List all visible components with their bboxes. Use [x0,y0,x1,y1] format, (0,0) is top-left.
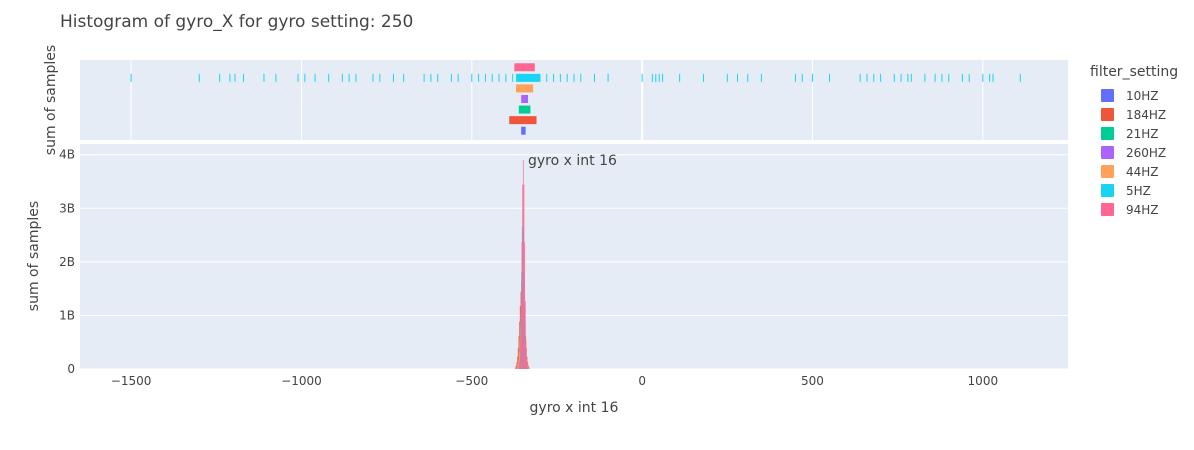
legend-item-260hz[interactable]: 260HZ [1090,143,1178,162]
legend-swatch [1101,184,1114,197]
histogram-bar-184hz [516,362,518,369]
y-axis-title: sum of samples [26,201,42,311]
legend-item-10hz[interactable]: 10HZ [1090,86,1178,105]
annotation-label: gyro x int 16 [528,153,617,169]
x-axis-ticks: −1500 −1000 −500 0 500 1000 [111,374,998,388]
y-axis-ticks: 0 1B 2B 3B 4B [59,148,75,376]
histogram-bar-184hz [517,356,518,369]
histogram-bar-94hz [521,242,523,369]
x-tick-label: −1000 [281,374,322,388]
x-tick-label: 1000 [968,374,999,388]
y-tick-label: 4B [59,148,75,162]
marginal-plot-area [80,60,1068,140]
histogram-bar-44hz [517,364,519,369]
histogram-bar-94hz [524,301,526,369]
histogram-bar-44hz [518,359,519,369]
x-tick-label: 500 [801,374,824,388]
x-axis-title: gyro x int 16 [530,400,619,416]
histogram-bar-184hz [515,365,517,369]
y-tick-label: 3B [59,201,75,215]
legend-label: 44HZ [1126,164,1159,179]
legend-swatch [1101,146,1114,159]
histogram-bar-44hz [516,368,517,369]
legend-item-94hz[interactable]: 94HZ [1090,200,1178,219]
marginal-box-94hz [514,63,535,72]
histogram-bar-94hz [522,160,524,369]
marginal-y-axis-title: sum of samples [43,45,59,155]
marginal-box-44hz [516,84,534,93]
histogram-bar-94hz [519,359,521,369]
legend-label: 21HZ [1126,126,1159,141]
histogram-bar-94hz [526,366,528,369]
histogram-bar-44hz [516,367,518,369]
legend-swatch [1101,203,1114,216]
legend-swatch [1101,165,1114,178]
marginal-box-5hz [516,73,540,82]
legend-swatch [1101,89,1114,102]
histogram-bar-94hz [518,366,520,369]
legend-title: filter_setting [1090,64,1179,80]
legend-items: 10HZ 184HZ 21HZ 260HZ 44HZ 5HZ 94HZ [1090,86,1178,219]
histogram-bar-94hz [522,184,524,369]
marginal-box-184hz [509,116,537,125]
histogram-bar-184hz [517,348,519,369]
legend-item-5hz[interactable]: 5HZ [1090,181,1178,200]
legend-label: 10HZ [1126,88,1159,103]
grid-lines [80,60,1068,370]
chart-title: Histogram of gyro_X for gyro setting: 25… [60,12,414,32]
histogram-bar-184hz [515,367,516,369]
histogram-bar-94hz [525,340,527,369]
marginal-box-21hz [518,105,531,114]
legend-item-21hz[interactable]: 21HZ [1090,124,1178,143]
legend: filter_setting 10HZ 184HZ 21HZ 260HZ 44HZ 5HZ… [1090,64,1178,219]
histogram-bar-44hz [528,368,530,369]
legend-swatch [1101,108,1114,121]
legend-item-44hz[interactable]: 44HZ [1090,162,1178,181]
y-tick-label: 0 [67,362,75,376]
histogram-bars [515,160,530,369]
legend-label: 260HZ [1126,145,1167,160]
histogram-bar-94hz [526,359,528,369]
marginal-box-10hz [521,126,526,135]
x-tick-label: −1500 [111,374,152,388]
legend-swatch [1101,127,1114,140]
histogram-bar-94hz [520,340,521,369]
marginal-box-260hz [521,95,529,103]
histogram-bar-94hz [524,242,526,369]
main-plot-area [80,144,1068,369]
histogram-bar-94hz [523,184,525,369]
histogram-bar-44hz [518,351,520,369]
legend-item-184hz[interactable]: 184HZ [1090,105,1178,124]
legend-label: 94HZ [1126,202,1159,217]
histogram-bar-94hz [520,301,522,369]
y-tick-label: 2B [59,255,75,269]
y-tick-label: 1B [59,308,75,322]
x-tick-label: 0 [638,374,646,388]
legend-label: 184HZ [1126,107,1167,122]
histogram-bar-44hz [527,367,529,369]
legend-label: 5HZ [1126,183,1151,198]
x-tick-label: −500 [455,374,488,388]
marginal-box-plots [130,63,1021,135]
